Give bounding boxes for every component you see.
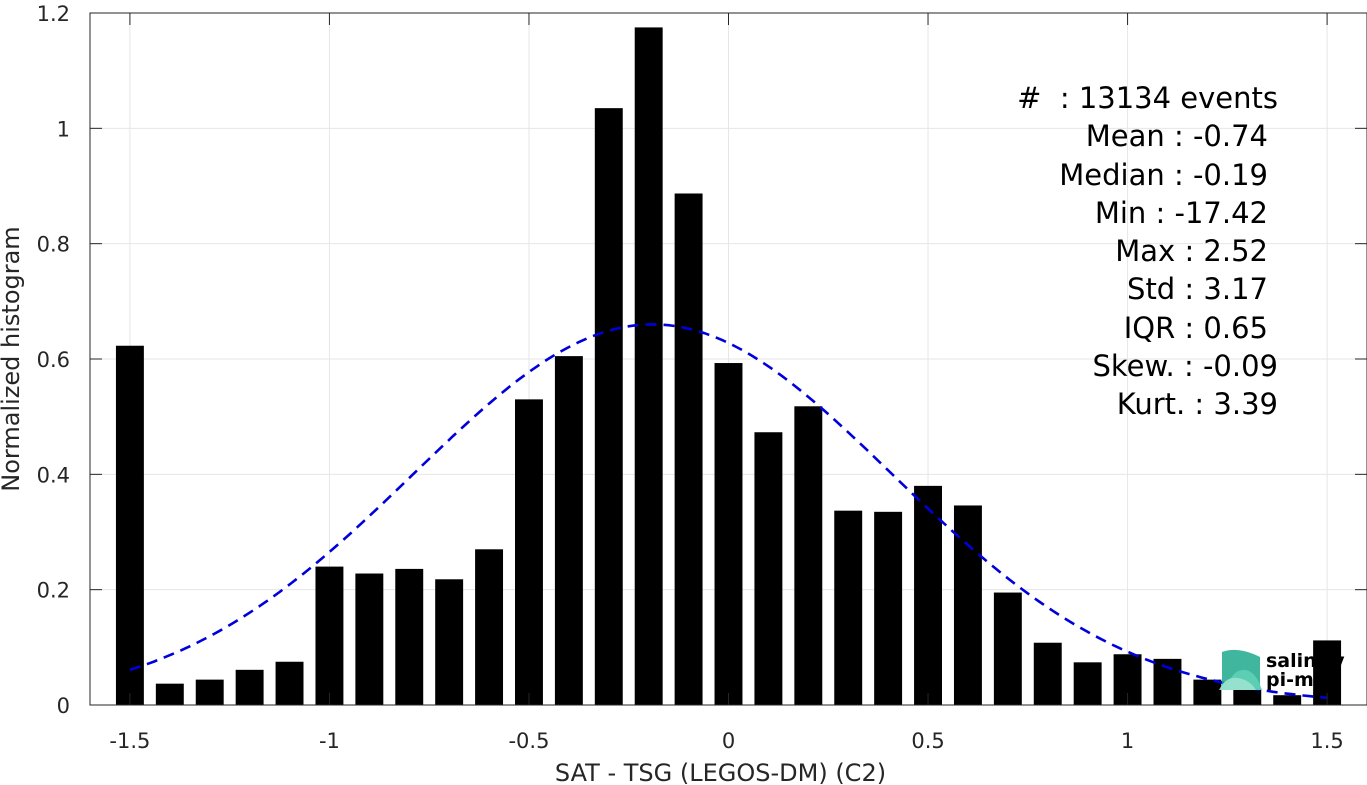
logo-wave-icon [1219, 649, 1262, 690]
histogram-bar [874, 511, 903, 705]
bars [115, 27, 1342, 705]
logo-text-salinity: salinity [1266, 650, 1345, 672]
histogram-bar [435, 579, 464, 705]
histogram-bar [1033, 642, 1062, 705]
y-tick-label: 0.4 [37, 463, 70, 487]
y-axis-label: Normalized histogram [0, 226, 25, 491]
logo-text-pi-mep: pi-mep [1266, 669, 1340, 691]
salinity-pi-mep-logo: salinity pi-mep [1219, 649, 1345, 691]
y-tick-label: 0.2 [37, 579, 70, 603]
stat-mean: Mean : -0.74 [1085, 119, 1268, 154]
histogram-bar [235, 669, 264, 705]
stat-median: Median : -0.19 [1059, 157, 1268, 192]
statistics-annotation: # : 13134 events Mean : -0.74 Median : -… [1017, 79, 1278, 424]
stat-skew: Skew. : -0.09 [1092, 349, 1278, 384]
histogram-bar [475, 549, 504, 705]
x-tick-label: 0.5 [911, 729, 944, 753]
y-tick-label: 0.6 [37, 348, 70, 372]
x-tick-label: 0 [722, 729, 735, 753]
x-tick-label: -1.5 [109, 729, 150, 753]
histogram-bar [1273, 695, 1302, 705]
stat-max: Max : 2.52 [1115, 234, 1268, 269]
stat-iqr: IQR : 0.65 [1123, 310, 1268, 345]
histogram-bar [1153, 658, 1182, 705]
x-tick-label: 1.5 [1310, 729, 1343, 753]
histogram-bar [395, 568, 424, 705]
histogram-bar [155, 683, 184, 705]
histogram-bar [1193, 679, 1222, 705]
histogram-bar [634, 27, 663, 705]
y-tick-label: 0.8 [37, 233, 70, 257]
histogram-bar [834, 510, 863, 705]
x-tick-label: -0.5 [508, 729, 549, 753]
histogram-bar [115, 345, 144, 705]
histogram-bar [515, 399, 543, 705]
x-tick-label: -1 [319, 729, 340, 753]
histogram-bar [554, 356, 583, 705]
x-tick-label: 1 [1121, 729, 1134, 753]
histogram-bar [714, 363, 743, 705]
y-tick-label: 1 [57, 117, 70, 141]
y-tick-label: 0 [57, 694, 70, 718]
stat-min: Min : -17.42 [1094, 195, 1268, 230]
histogram-bar [355, 573, 384, 705]
y-tick-labels: 0 0.2 0.4 0.6 0.8 1 1.2 [37, 2, 70, 718]
histogram-bar [754, 432, 783, 705]
histogram-bar [195, 679, 224, 705]
stat-std: Std : 3.17 [1127, 272, 1268, 307]
histogram-bar [914, 485, 942, 705]
stat-kurt: Kurt. : 3.39 [1116, 387, 1278, 422]
histogram-bar [1233, 688, 1262, 705]
histogram-bar [315, 566, 344, 705]
y-tick-label: 1.2 [37, 2, 70, 26]
histogram-bar [993, 592, 1022, 705]
histogram-bar [275, 661, 304, 705]
histogram-bar [953, 505, 982, 705]
x-axis-label: SAT - TSG (LEGOS-DM) (C2) [555, 759, 886, 785]
x-tick-labels: -1.5 -1 -0.5 0 0.5 1 1.5 [109, 729, 1343, 753]
histogram-bar [1073, 662, 1102, 705]
histogram-bar [594, 108, 623, 705]
histogram-bar [794, 406, 823, 705]
axis-ticks [90, 12, 1367, 706]
stat-events: # : 13134 events [1017, 81, 1278, 115]
histogram-bar [674, 193, 703, 705]
